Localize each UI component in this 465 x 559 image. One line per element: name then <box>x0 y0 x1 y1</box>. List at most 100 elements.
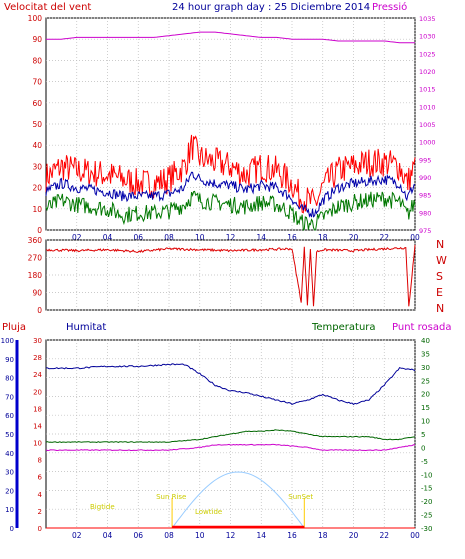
wind-ytick-label: 70 <box>32 78 42 87</box>
temperature-ytick-label: -30 <box>421 525 432 533</box>
humidity-ytick-label: 10 <box>5 506 14 514</box>
humidity-panel-xtick-label: 04 <box>103 531 113 540</box>
humidity-panel-xtick-label: 06 <box>133 531 143 540</box>
wind-panel-xtick-label: 02 <box>72 233 82 242</box>
wind-ytick-label: 10 <box>32 205 42 214</box>
humidity-panel-xtick-label: 12 <box>226 531 236 540</box>
compass-label: S <box>436 270 443 283</box>
sunset-label: SunSet <box>288 493 313 501</box>
pressure-ytick-label: 1005 <box>419 121 436 129</box>
direction-ytick-label: 0 <box>37 306 42 315</box>
series-average <box>45 171 416 218</box>
humidity-ytick-label: 0 <box>10 525 14 533</box>
temperature-ytick-label: 0 <box>421 444 425 452</box>
humidity-ytick-label: 80 <box>5 375 14 383</box>
temperature-ytick-label: 25 <box>421 377 430 385</box>
chart-title: 24 hour graph day : 25 Diciembre 2014 <box>172 2 370 13</box>
humidity-ytick-label: 60 <box>5 412 14 420</box>
wind-panel-xtick-label: 20 <box>349 233 359 242</box>
humidity-ytick-label: 100 <box>1 337 14 345</box>
humidity-panel-xtick-label: 22 <box>379 531 389 540</box>
temperature-ytick-label: 40 <box>421 337 430 345</box>
humidity-panel-xtick-label: 10 <box>195 531 205 540</box>
pressure-ytick-label: 985 <box>419 192 431 200</box>
compass-label: E <box>436 286 443 299</box>
rain-ytick-label: 4 <box>38 491 43 499</box>
sunrise-label: Sun Rise <box>156 493 186 501</box>
rain-ytick-label: 14 <box>33 422 42 430</box>
temperature-ytick-label: 30 <box>421 364 430 372</box>
wind-panel-xtick-label: 08 <box>164 233 174 242</box>
direction-ytick-label: 360 <box>28 236 43 245</box>
pressure-ytick-label: 995 <box>419 156 431 164</box>
label-temperature: Temperatura <box>311 322 376 333</box>
direction-ytick-label: 90 <box>32 289 42 298</box>
humidity-ytick-label: 30 <box>5 469 14 477</box>
temperature-ytick-label: -15 <box>421 485 432 493</box>
wind-ytick-label: 20 <box>32 184 42 193</box>
rain-ytick-label: 2 <box>38 508 42 516</box>
humidity-panel-xtick-label: 02 <box>72 531 82 540</box>
wind-panel-xtick-label: 04 <box>103 233 113 242</box>
wind-panel-xtick-label: 00 <box>410 233 420 242</box>
rain-ytick-label: 30 <box>33 337 42 345</box>
pressure-ytick-label: 1000 <box>419 139 436 147</box>
pressure-ytick-label: 1030 <box>419 33 436 41</box>
temperature-ytick-label: 20 <box>421 391 430 399</box>
label-pressure: Pressió <box>372 1 407 13</box>
wind-panel-xtick-label: 06 <box>133 233 143 242</box>
temperature-ytick-label: 35 <box>421 350 430 358</box>
temperature-ytick-label: 5 <box>421 431 425 439</box>
label-dewpoint: Punt rosada <box>392 322 451 333</box>
wind-ytick-label: 60 <box>32 99 42 108</box>
temperature-ytick-label: 15 <box>421 404 430 412</box>
series-gust <box>45 134 416 214</box>
pressure-ytick-label: 1010 <box>419 103 436 111</box>
wind-ytick-label: 80 <box>32 56 42 65</box>
humidity-panel-xtick-label: 20 <box>349 531 359 540</box>
pressure-ytick-label: 975 <box>419 227 431 235</box>
pressure-ytick-label: 1025 <box>419 50 436 58</box>
series-pressure <box>46 31 415 44</box>
compass-label: N <box>436 302 444 315</box>
wind-panel-xtick-label: 12 <box>226 233 236 242</box>
humidity-ytick-label: 50 <box>5 431 14 439</box>
humidity-ytick-label: 70 <box>5 393 14 401</box>
wind-panel-xtick-label: 22 <box>379 233 389 242</box>
wind-ytick-label: 90 <box>32 35 42 44</box>
rain-ytick-label: 20 <box>33 388 42 396</box>
humidity-panel-xtick-label: 14 <box>256 531 266 540</box>
temperature-ytick-label: -10 <box>421 471 432 479</box>
humidity-ytick-label: 20 <box>5 487 14 495</box>
rain-ytick-label: 24 <box>33 371 42 379</box>
wind-ytick-label: 100 <box>28 14 43 23</box>
wind-ytick-label: 50 <box>32 120 42 129</box>
rain-ytick-label: 0 <box>38 525 42 533</box>
temperature-ytick-label: -20 <box>421 498 432 506</box>
series-low <box>45 190 416 232</box>
pressure-ytick-label: 990 <box>419 174 431 182</box>
wind-panel-xtick-label: 10 <box>195 233 205 242</box>
wind-ytick-label: 40 <box>32 141 42 150</box>
temperature-ytick-label: -5 <box>421 458 428 466</box>
label-rain: Pluja <box>2 322 26 333</box>
lowtide-label: Lowtide <box>195 508 222 516</box>
wind-panel-xtick-label: 18 <box>318 233 328 242</box>
rain-ytick-label: 8 <box>38 457 42 465</box>
pressure-ytick-label: 1020 <box>419 68 436 76</box>
pressure-ytick-label: 980 <box>419 209 431 217</box>
compass-label: N <box>436 238 444 251</box>
rain-ytick-label: 18 <box>33 405 42 413</box>
humidity-panel-xtick-label: 00 <box>410 531 420 540</box>
direction-ytick-label: 270 <box>28 254 43 263</box>
series-humitat <box>45 363 416 406</box>
series-direction <box>45 244 416 307</box>
humidity-panel-xtick-label: 16 <box>287 531 297 540</box>
series-temperatura <box>45 429 416 444</box>
bigtide-label: Bigtide <box>90 503 115 511</box>
humidity-ytick-label: 90 <box>5 356 14 364</box>
wind-ytick-label: 30 <box>32 162 42 171</box>
rain-ytick-label: 6 <box>38 474 43 482</box>
